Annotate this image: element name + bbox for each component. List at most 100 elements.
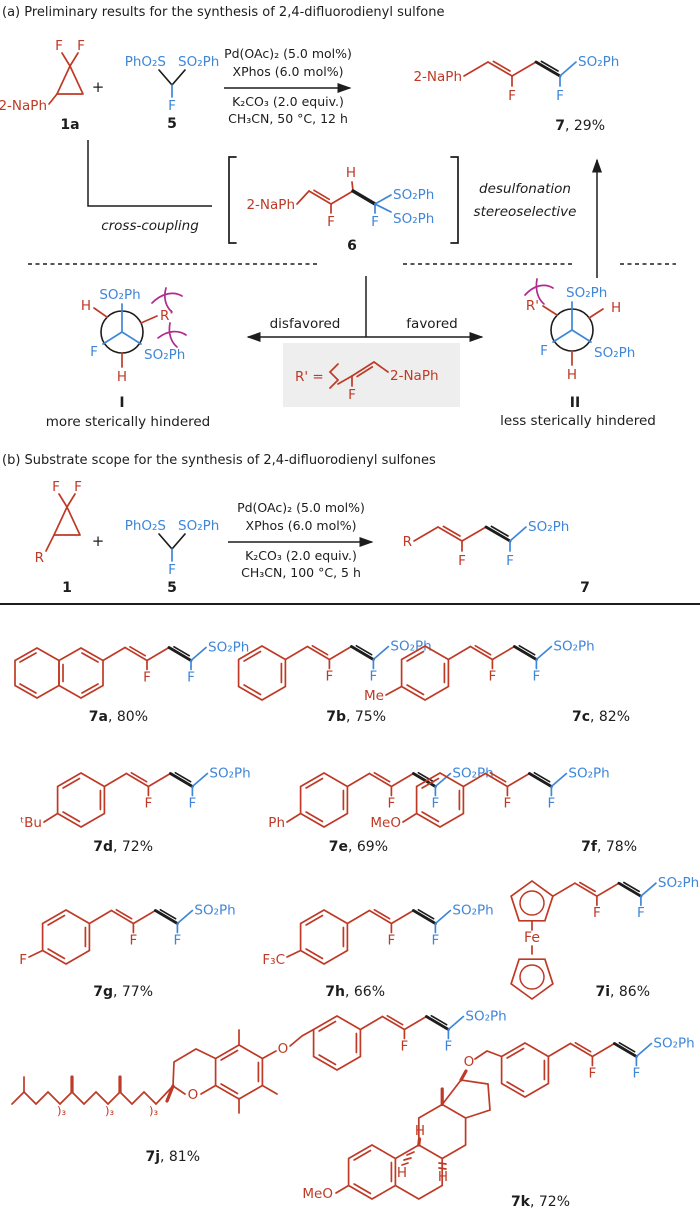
yield-7b: , 75% <box>346 709 386 725</box>
desulfonation-label: desulfonation <box>479 181 571 197</box>
cross-coupling-label: cross-coupling <box>101 218 199 234</box>
nII-sulfone-right: SO₂Ph <box>594 345 635 361</box>
7-fluorine-label: F <box>508 88 516 104</box>
7i-fluorine: F <box>593 905 601 921</box>
7j-pyran-oxygen: O <box>188 1087 199 1103</box>
7g-fluorine: F <box>130 933 138 949</box>
7j-sulfone: SO₂Ph <box>465 1009 506 1025</box>
newman-II-label: II <box>570 395 580 411</box>
7f-fluorine: F <box>548 796 556 812</box>
1a-fluorine-label: F <box>55 38 63 54</box>
7f-fluorine: F <box>504 796 512 812</box>
newman-II-caption: less sterically hindered <box>500 413 656 429</box>
7a-fluorine: F <box>143 670 151 686</box>
cross-coupling-connector: cross-coupling <box>87 140 212 234</box>
7f-methoxy: MeO <box>370 815 401 831</box>
rbox-aryl-label: 2-NaPh <box>390 368 439 384</box>
7d-sulfone: SO₂Ph <box>209 766 250 782</box>
7b-fluorine-label: F <box>506 553 514 569</box>
reaction-arrow-b: Pd(OAc)₂ (5.0 mol%) XPhos (6.0 mol%) K₂C… <box>228 500 374 580</box>
nII-sulfone-top: SO₂Ph <box>566 285 607 301</box>
6-hydrogen-label: H <box>346 165 356 181</box>
7b-fluorine: F <box>370 669 378 685</box>
7c-fluorine: F <box>489 669 497 685</box>
1-fluorine-label: F <box>74 479 82 495</box>
product-7h: F₃C F F SO₂Ph 7h , 66% <box>262 903 493 1001</box>
yield-7g: , 77% <box>113 984 153 1000</box>
7-fluorine-label: F <box>556 88 564 104</box>
gray-box <box>283 343 460 407</box>
nI-sulfone-right: SO₂Ph <box>144 347 185 363</box>
product-7e: Ph F F SO₂Ph 7e , 69% <box>268 766 493 856</box>
reaction-arrow-a: Pd(OAc)₂ (5.0 mol%) XPhos (6.0 mol%) K₂C… <box>224 46 352 126</box>
yield-7a: , 80% <box>108 709 148 725</box>
7b-fluorine-label: F <box>458 553 466 569</box>
condition-base: K₂CO₃ (2.0 equiv.) <box>232 94 344 109</box>
7k-ether-oxygen: O <box>464 1054 475 1070</box>
7h-fluorine: F <box>388 933 396 949</box>
yield-7e: , 69% <box>348 839 388 855</box>
newman-projection-II: SO₂Ph R' H F SO₂Ph H II less sterically … <box>500 278 656 429</box>
1a-fluorine-label: F <box>77 38 85 54</box>
compound-number-7: 7 <box>555 118 565 134</box>
structure-7-panel-a: 2-NaPh F F SO₂Ph 7 , 29% <box>413 54 619 134</box>
7a-fluorine: F <box>187 670 195 686</box>
label-7d: 7d <box>93 839 113 855</box>
newman-I-caption: more sterically hindered <box>46 414 211 430</box>
7i-iron-label: Fe <box>524 930 540 946</box>
6-aryl-label: 2-NaPh <box>246 197 295 213</box>
7c-methyl: Me <box>364 688 384 704</box>
label-7j: 7j <box>145 1149 160 1165</box>
6-sulfone-bottom: SO₂Ph <box>393 211 434 227</box>
label-7b: 7b <box>326 709 346 725</box>
7d-tbu: ᵗBu <box>20 815 42 831</box>
label-7a: 7a <box>89 709 108 725</box>
compound-number-1a: 1a <box>60 117 79 133</box>
yield-7c: , 82% <box>590 709 630 725</box>
7k-methoxy: MeO <box>302 1186 333 1202</box>
7c-fluorine: F <box>533 669 541 685</box>
structure-1: F F R 1 <box>35 479 82 596</box>
product-7k: MeO O F F SO₂Ph H H H 7k , 72% <box>302 1036 694 1210</box>
7k-fluorine: F <box>633 1066 641 1082</box>
desulfonation-arrow: desulfonation stereoselective <box>474 158 602 278</box>
structure-5a: PhO₂S SO₂Ph F 5 <box>125 54 220 132</box>
6-sulfone-top: SO₂Ph <box>393 187 434 203</box>
1a-aryl-label: 2-NaPh <box>0 98 47 114</box>
7f-sulfone: SO₂Ph <box>568 766 609 782</box>
condition-ligand-b: XPhos (6.0 mol%) <box>246 518 357 533</box>
yield-7d: , 72% <box>113 839 153 855</box>
7-aryl-label: 2-NaPh <box>413 69 462 85</box>
7j-repeat-bracket: )₃ <box>57 1104 66 1118</box>
7h-cf3: F₃C <box>262 952 285 968</box>
condition-solvent-b: CH₃CN, 100 °C, 5 h <box>241 565 361 580</box>
nII-hydrogen-right: H <box>611 300 621 316</box>
compound-number-7b: 7 <box>580 580 590 596</box>
7j-fluorine: F <box>445 1039 453 1055</box>
condition-base-b: K₂CO₃ (2.0 equiv.) <box>245 548 357 563</box>
7g-sulfone: SO₂Ph <box>194 903 235 919</box>
structure-5b: PhO₂S SO₂Ph F 5 <box>125 518 220 596</box>
condition-catalyst-b: Pd(OAc)₂ (5.0 mol%) <box>237 500 365 515</box>
7b-sulfone: SO₂Ph <box>390 639 431 655</box>
product-7c: Me F F SO₂Ph 7c , 82% <box>364 639 630 726</box>
yield-7k: , 72% <box>530 1194 570 1210</box>
7b-sulfone-label: SO₂Ph <box>528 519 569 535</box>
structure-1a: F F 2-NaPh 1a <box>0 38 85 133</box>
7j-repeat-bracket: )₃ <box>105 1104 114 1118</box>
rbox-fluorine-label: F <box>348 387 356 403</box>
product-7d: ᵗBu F F SO₂Ph 7d , 72% <box>20 766 251 856</box>
nII-hydrogen-bottom: H <box>567 367 577 383</box>
nI-hydrogen-bottom: H <box>117 369 127 385</box>
yield-7i: , 86% <box>610 984 650 1000</box>
nI-r-prime: R' <box>160 308 173 324</box>
plus-sign: + <box>92 78 105 96</box>
condition-ligand: XPhos (6.0 mol%) <box>233 64 344 79</box>
5-sulfone-left: PhO₂S <box>125 54 166 70</box>
7b-r-group: R <box>403 534 412 550</box>
favored-label: favored <box>406 316 457 332</box>
7b-fluorine: F <box>326 669 334 685</box>
7k-hydrogen: H <box>397 1165 407 1181</box>
5-sulfone-right: SO₂Ph <box>178 54 219 70</box>
